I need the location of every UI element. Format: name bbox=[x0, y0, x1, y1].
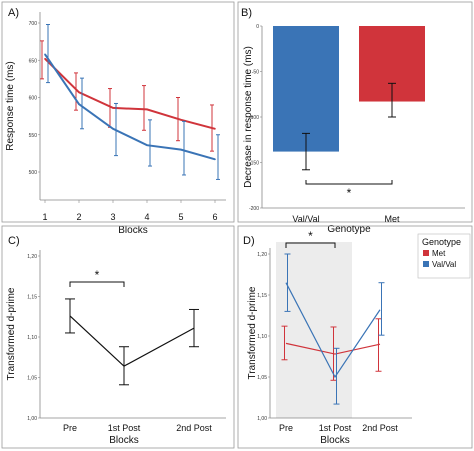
data-point bbox=[214, 127, 216, 130]
legend-entry: Val/Val bbox=[432, 260, 456, 269]
y-tick-label: 1,00 bbox=[27, 416, 37, 422]
y-tick-label: -50 bbox=[252, 70, 259, 76]
x-tick-label: 1st Post bbox=[319, 423, 352, 433]
bar bbox=[273, 26, 339, 152]
y-tick-label: 600 bbox=[29, 96, 38, 102]
x-tick-label: Val/Val bbox=[292, 214, 319, 224]
x-tick-label: 2 bbox=[76, 212, 81, 222]
panel-frame bbox=[1, 225, 235, 449]
panel-label: D) bbox=[243, 235, 255, 247]
y-tick-label: 1,05 bbox=[27, 376, 37, 382]
panel-frame bbox=[237, 1, 473, 223]
x-tick-label: 4 bbox=[144, 212, 149, 222]
series-line bbox=[285, 342, 381, 355]
data-point bbox=[112, 127, 114, 130]
data-point bbox=[214, 158, 216, 161]
panel-label: C) bbox=[8, 235, 20, 247]
x-axis-title: Genotype bbox=[327, 224, 371, 235]
series-line bbox=[69, 315, 195, 367]
x-axis-title: Blocks bbox=[118, 225, 147, 236]
y-tick-label: -200 bbox=[249, 206, 259, 212]
data-point bbox=[44, 57, 46, 60]
x-tick-label: 5 bbox=[178, 212, 183, 222]
data-point bbox=[78, 103, 80, 106]
x-tick-label: 2nd Post bbox=[362, 423, 398, 433]
y-tick-label: -150 bbox=[249, 161, 259, 167]
y-tick-label: 550 bbox=[29, 133, 38, 139]
panel-frame bbox=[237, 225, 473, 449]
x-tick-label: 2nd Post bbox=[176, 423, 212, 433]
y-axis-title: Decrease in response time (ms) bbox=[243, 46, 254, 188]
y-tick-label: 650 bbox=[29, 58, 38, 64]
x-tick-label: 1 bbox=[42, 212, 47, 222]
y-tick-label: 1,15 bbox=[257, 293, 267, 299]
y-tick-label: 0 bbox=[256, 24, 259, 30]
significance-marker: * bbox=[95, 268, 100, 282]
x-tick-label: Pre bbox=[63, 423, 77, 433]
y-tick-label: 1,00 bbox=[257, 416, 267, 422]
significance-bracket bbox=[69, 281, 125, 287]
highlight-region bbox=[276, 242, 352, 418]
data-point bbox=[146, 108, 148, 111]
legend: Genotype Met Val/Val bbox=[417, 233, 471, 279]
y-tick-label: 1,20 bbox=[257, 252, 267, 258]
significance-marker: * bbox=[308, 229, 313, 243]
panel-b: B) -200 -150 -100 -50 0 Val/Val Met Genotype Decr… bbox=[237, 1, 473, 235]
x-tick-label: Pre bbox=[279, 423, 293, 433]
legend-entry: Met bbox=[432, 249, 446, 258]
y-axis-title: Transformed d-prime bbox=[247, 286, 258, 379]
x-axis-title: Blocks bbox=[320, 435, 349, 446]
y-tick-label: 1,15 bbox=[27, 295, 37, 301]
significance-bracket bbox=[305, 180, 393, 185]
significance-bracket bbox=[285, 242, 336, 248]
y-axis-title: Transformed d-prime bbox=[6, 287, 17, 380]
data-point bbox=[78, 91, 80, 94]
y-tick-label: 1,05 bbox=[257, 375, 267, 381]
legend-swatch bbox=[423, 261, 429, 267]
y-tick-label: 1,10 bbox=[27, 335, 37, 341]
x-axis-title: Blocks bbox=[109, 435, 138, 446]
legend-swatch bbox=[423, 250, 429, 256]
panel-frame bbox=[1, 1, 235, 223]
y-tick-label: 1,20 bbox=[27, 254, 37, 260]
y-axis-title: Response time (ms) bbox=[5, 61, 16, 150]
data-point bbox=[44, 53, 46, 56]
x-tick-label: 3 bbox=[110, 212, 115, 222]
panel-a: A) 500 550 600 650 700 1 2 3 4 5 6 Blocks Response ti… bbox=[1, 1, 235, 236]
series-line bbox=[44, 53, 216, 161]
data-point bbox=[146, 144, 148, 146]
panel-c: C) 1,00 1,05 1,10 1,15 1,20 Pre 1st Post 2nd Pos… bbox=[1, 225, 235, 449]
significance-marker: * bbox=[347, 186, 352, 200]
y-tick-label: 1,10 bbox=[257, 334, 267, 340]
panel-d: D) 1,00 1,05 1,10 1,15 1,20 Pre 1st Post 2nd Pos… bbox=[237, 225, 473, 449]
x-tick-label: 1st Post bbox=[108, 423, 141, 433]
y-tick-label: -100 bbox=[249, 115, 259, 121]
series-line bbox=[285, 282, 381, 379]
data-point bbox=[180, 148, 182, 151]
series-line bbox=[44, 58, 216, 130]
panel-label: A) bbox=[8, 7, 19, 19]
x-tick-label: Met bbox=[384, 214, 400, 224]
data-point bbox=[112, 107, 114, 109]
legend-title: Genotype bbox=[422, 237, 461, 247]
data-point bbox=[180, 119, 182, 121]
y-tick-label: 700 bbox=[29, 21, 38, 27]
x-tick-label: 6 bbox=[212, 212, 217, 222]
y-tick-label: 500 bbox=[29, 170, 38, 176]
panel-label: B) bbox=[241, 7, 252, 19]
